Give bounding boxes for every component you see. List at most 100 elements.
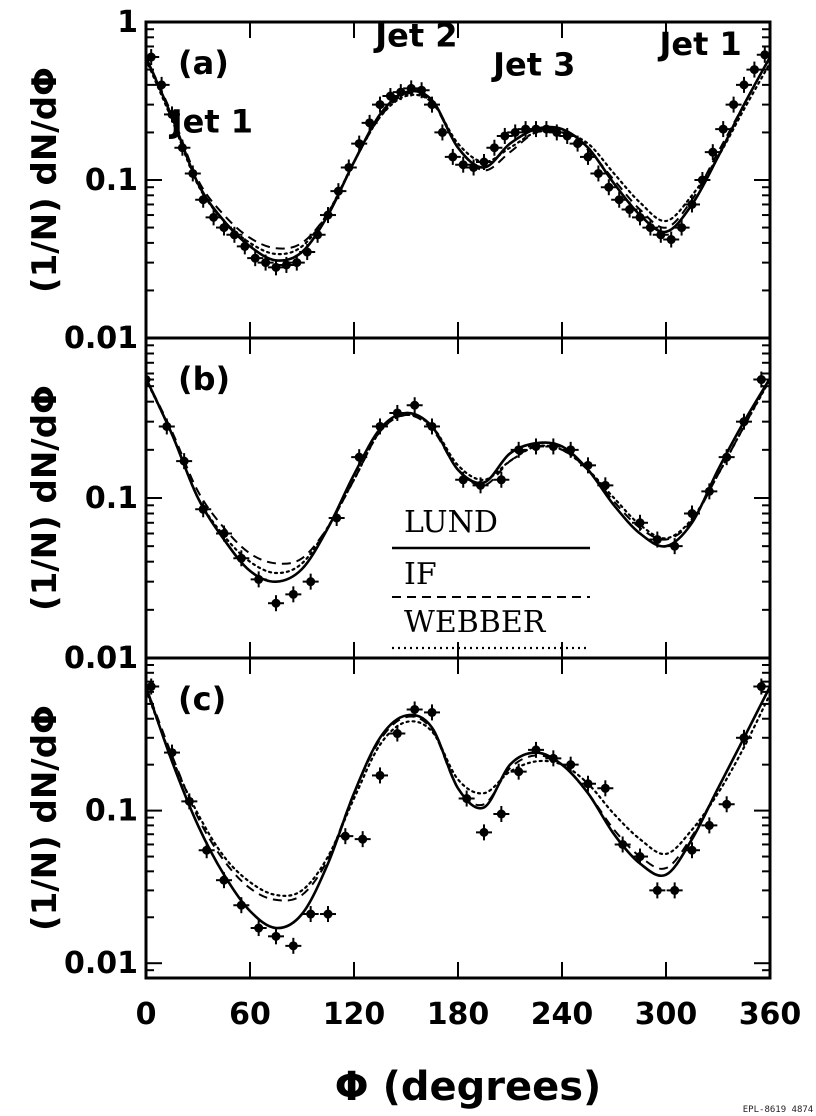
data-point [444,148,461,165]
series-lund [146,686,770,930]
panel-c: 0.01 0.1 0.01 (c) [64,641,772,981]
data-point [268,259,284,276]
y-tick-label: 0.01 [64,321,138,356]
y-tick-label: 0.1 [85,163,138,198]
panel-tag: (b) [178,360,230,398]
data-point [285,586,302,603]
data-points [146,678,770,954]
data-point [302,573,319,590]
data-points [146,371,770,612]
y-axis-labels: (1/N) dN/dΦ (1/N) dN/dΦ (1/N) dN/dΦ [25,67,65,931]
jet-label: Jet 2 [373,16,457,54]
legend: LUND IF WEBBER [392,505,590,650]
data-point [580,148,596,165]
data-point [663,231,680,248]
data-point [753,371,770,388]
y-tick-label: 0.01 [64,641,138,676]
x-tick-label: 0 [136,997,157,1032]
data-point [268,595,284,612]
x-tick-label: 180 [427,997,490,1032]
data-point [746,61,763,78]
y-tick-label: 0.01 [64,641,138,676]
data-point [302,906,319,923]
data-point [320,906,336,923]
data-point [590,165,607,182]
data-point [736,76,752,93]
data-point [649,882,666,899]
data-point [562,756,579,773]
data-point [493,471,510,488]
data-point [372,96,388,113]
data-point [493,806,510,823]
legend-item-webber: WEBBER [392,605,590,650]
data-point [597,780,614,797]
data-point [361,114,378,131]
series-webber [146,58,770,256]
data-point [632,209,648,226]
panel-tag: (a) [178,44,229,82]
data-point [337,828,354,845]
data-point [756,46,770,63]
x-tick-label: 60 [229,997,271,1032]
jet-label: Jet 1 [658,25,742,63]
x-tick-label: 120 [323,997,386,1032]
data-point [354,831,371,848]
panel-frame [144,20,772,340]
y-tick-label: 0.01 [64,946,138,981]
legend-label: IF [404,557,437,592]
data-point [715,121,732,138]
y-axis-label: (1/N) dN/dΦ [25,67,65,293]
series-webber [146,378,770,575]
jet-label: Jet 1 [169,102,253,140]
data-point [205,209,222,226]
series-if [146,377,770,565]
panel-tag: (c) [178,680,226,718]
y-axis-label: (1/N) dN/dΦ [25,705,65,931]
data-point [666,882,683,899]
jet-label: Jet 3 [491,45,575,83]
y-tick-label: 0.1 [85,481,138,516]
data-point [507,124,524,141]
data-point [434,124,451,141]
data-point [701,817,718,834]
panel-a: 1 0.1 0.01 (a) Jet 1 Jet 2 Jet 3 Jet 1 [64,5,772,356]
series-webber [146,688,770,897]
legend-item-if: IF [392,557,590,598]
data-point [406,397,423,414]
data-point [496,127,513,144]
plot-area [146,371,770,612]
series-lund [146,377,770,584]
x-tick-label: 360 [739,997,802,1032]
series-if [146,56,770,250]
data-point [389,725,406,742]
data-points [146,46,770,276]
series-if [146,686,770,902]
x-tick-label: 300 [635,997,698,1032]
data-point [372,767,388,784]
data-point [146,678,160,695]
x-axis: 0 60 120 180 240 300 360 [136,997,802,1032]
data-point [250,920,267,937]
data-point [146,49,160,66]
y-tick-label: 0.01 [64,321,138,356]
x-tick-label: 240 [531,997,594,1032]
data-point [753,678,770,695]
plot-area [146,46,770,276]
data-point [455,156,472,173]
y-tick-label: 1 [117,5,138,40]
data-point [486,139,503,156]
data-point [226,226,243,243]
data-point [718,796,735,813]
data-point [268,928,284,945]
legend-label: WEBBER [404,605,547,640]
data-point [476,824,492,841]
data-point [285,937,302,954]
panel-b: 0.01 0.1 0.01 (b) [64,321,772,676]
data-point [673,219,690,236]
data-point [642,219,659,236]
panel-frame [144,656,772,980]
data-point [704,144,721,161]
legend-item-lund: LUND [392,505,590,550]
